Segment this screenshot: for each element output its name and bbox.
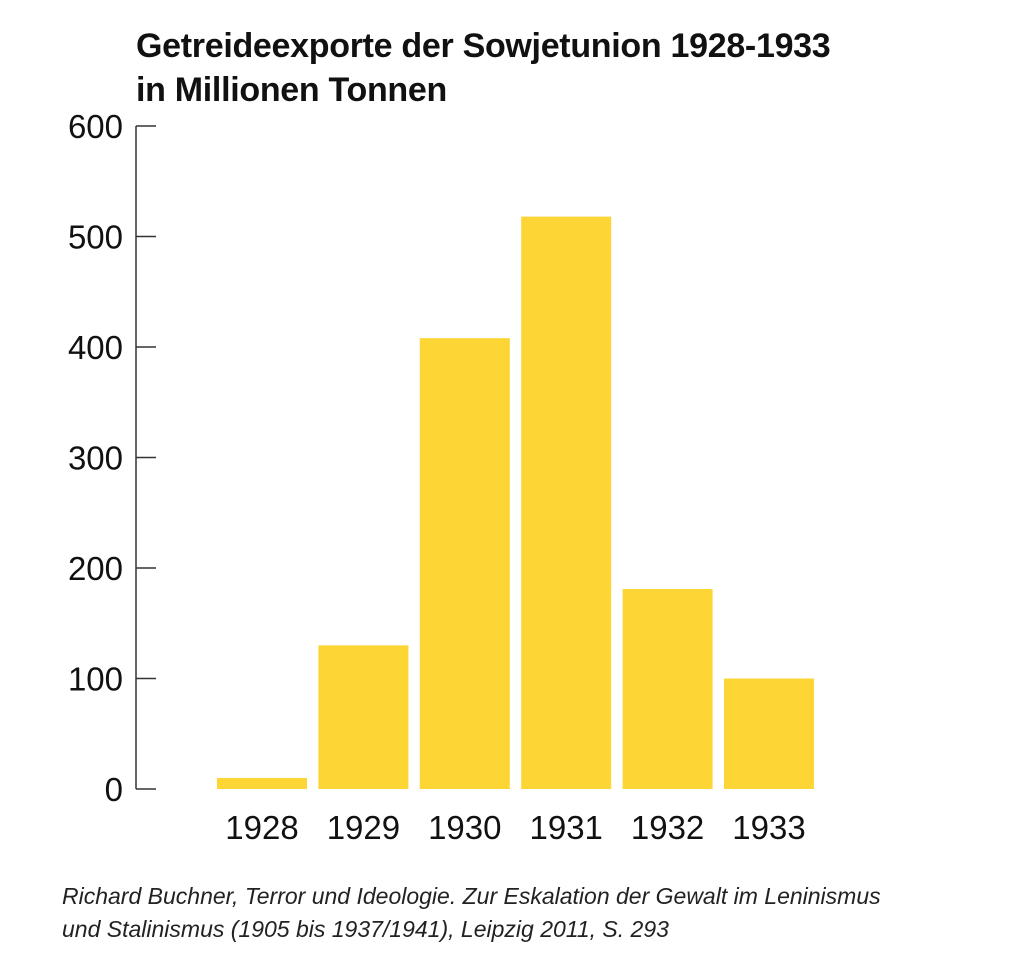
bar-1929 [318,645,409,789]
bar-1932 [622,588,713,789]
chart-title-block: Getreideexporte der Sowjetunion 1928-193… [136,24,831,112]
x-tick-label-1929: 1929 [327,809,400,846]
bar-1933 [724,678,814,789]
source-line-2: und Stalinismus (1905 bis 1937/1941), Le… [62,916,669,942]
bar-1928 [217,777,307,789]
x-tick-label-1933: 1933 [732,809,805,846]
y-tick-label-0: 0 [105,771,123,808]
x-tick-label-1928: 1928 [225,809,298,846]
chart-title: Getreideexporte der Sowjetunion 1928-193… [136,27,831,65]
y-tick-label-500: 500 [68,219,123,256]
x-tick-label-1932: 1932 [631,809,704,846]
y-tick-label-200: 200 [68,550,123,587]
source-line-1: Richard Buchner, Terror und Ideologie. Z… [62,883,881,909]
chart-subtitle: in Millionen Tonnen [136,71,447,109]
y-tick-label-300: 300 [68,440,123,477]
y-tick-label-600: 600 [68,108,123,145]
bar-1931 [521,216,612,790]
x-tick-label-1930: 1930 [428,809,501,846]
bar-1930 [419,338,510,789]
source-citation: Richard Buchner, Terror und Ideologie. Z… [62,880,881,946]
y-tick-label-400: 400 [68,329,123,366]
y-tick-label-100: 100 [68,661,123,698]
x-tick-label-1931: 1931 [529,809,602,846]
